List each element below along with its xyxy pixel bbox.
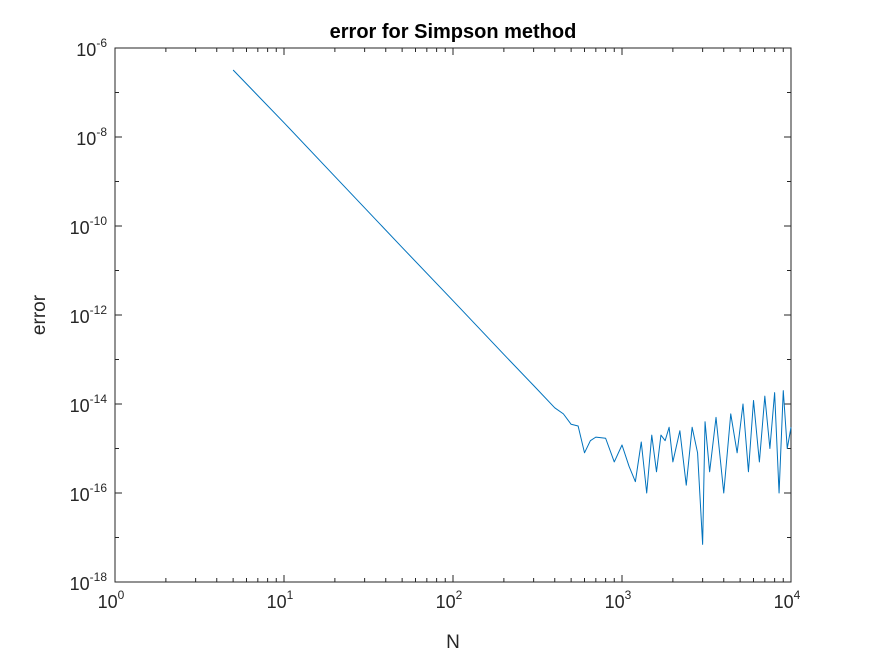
chart-title: error for Simpson method [330,21,577,43]
y-tick-label-exponent: -18 [90,570,108,584]
x-tick-label: 101 [267,588,294,612]
y-tick-label: 10-14 [70,392,108,416]
x-tick-label: 102 [436,588,463,612]
y-tick-label-exponent: -10 [90,214,108,228]
y-tick-label-base: 10 [76,129,96,149]
y-axis-label: error [29,294,50,335]
x-tick-label-base: 10 [98,592,118,612]
x-tick-label-exponent: 4 [794,588,801,602]
x-tick-label-base: 10 [267,592,287,612]
y-tick-label-base: 10 [70,574,90,594]
x-tick-label-exponent: 0 [118,588,125,602]
x-tick-label-exponent: 3 [625,588,632,602]
y-tick-label-base: 10 [70,485,90,505]
y-tick-label-base: 10 [76,40,96,60]
axes-box [114,47,792,583]
x-axis-label: N [446,632,460,653]
y-tick-label-base: 10 [70,218,90,238]
y-tick-label: 10-18 [70,570,108,594]
y-tick-label-exponent: -14 [90,392,108,406]
x-tick-label-exponent: 1 [287,588,294,602]
x-tick-label: 100 [98,588,125,612]
y-tick-label-exponent: -16 [90,481,108,495]
series-line-0 [232,69,792,545]
y-tick-label: 10-6 [76,36,107,60]
y-tick-label-base: 10 [70,396,90,416]
x-tick-label-base: 10 [774,592,794,612]
y-tick-label: 10-12 [70,303,108,327]
y-tick-label: 10-8 [76,125,107,149]
series-layer [232,69,792,545]
x-tick-label: 104 [774,588,801,612]
plot-area: 100 101 102 103 104 10-1810-1610-1410-1210-1… [70,36,801,612]
y-tick-label: 10-10 [70,214,108,238]
y-tick-label: 10-16 [70,481,108,505]
y-tick-label-base: 10 [70,307,90,327]
x-tick-label-exponent: 2 [456,588,463,602]
x-tick-label-base: 10 [436,592,456,612]
y-tick-label-exponent: -12 [90,303,108,317]
x-tick-label-base: 10 [605,592,625,612]
y-tick-label-exponent: -6 [96,36,107,50]
y-tick-label-exponent: -8 [96,125,107,139]
x-tick-label: 103 [605,588,632,612]
x-ticks: 100 101 102 103 104 [98,48,801,612]
